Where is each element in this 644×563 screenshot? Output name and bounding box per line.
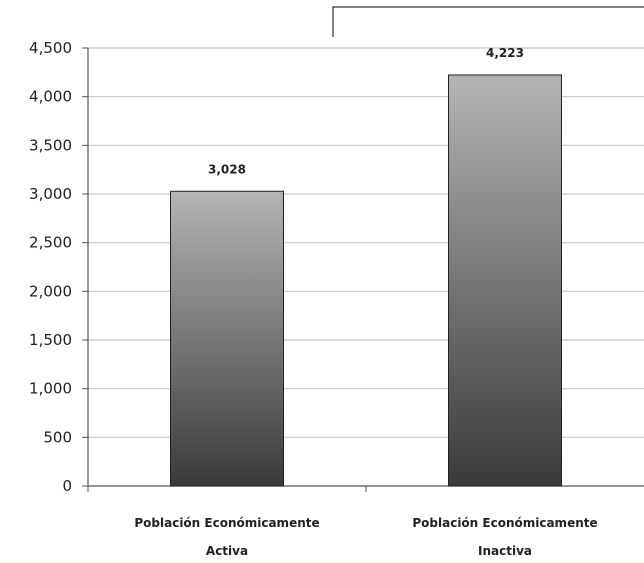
chart-frame-line <box>332 6 644 37</box>
category-labels: Población Económicamente Activa Población … <box>134 516 597 558</box>
y-tick-label: 4,500 <box>29 39 72 57</box>
x-category-label: Activa <box>206 544 248 558</box>
y-tick-label: 0 <box>62 477 72 495</box>
data-labels: 3,028 4,223 <box>208 46 524 176</box>
bar-value-label: 3,028 <box>208 162 246 176</box>
y-tick-label: 1,000 <box>29 380 72 398</box>
bar-value-label: 4,223 <box>486 46 524 60</box>
y-tick-label: 500 <box>43 428 72 446</box>
bar <box>170 190 284 487</box>
x-category-label: Población Económicamente <box>412 516 597 530</box>
y-tick-label: 3,500 <box>29 136 72 154</box>
y-axis-ticks: 0 500 1,000 1,500 2,000 2,500 3,000 3,500 4,000 4… <box>29 39 88 495</box>
bars <box>170 74 562 487</box>
y-tick-label: 2,500 <box>29 234 72 252</box>
x-category-label: Inactiva <box>478 544 532 558</box>
bar <box>448 74 562 487</box>
y-tick-label: 3,000 <box>29 185 72 203</box>
y-tick-label: 1,500 <box>29 331 72 349</box>
y-tick-label: 2,000 <box>29 282 72 300</box>
x-category-label: Población Económicamente <box>134 516 319 530</box>
y-tick-label: 4,000 <box>29 88 72 106</box>
